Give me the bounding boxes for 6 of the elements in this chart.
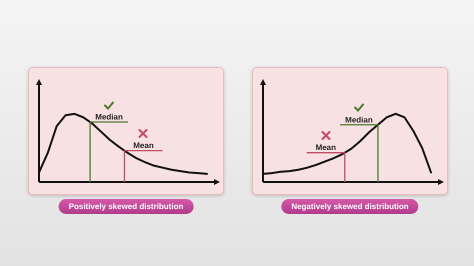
ref-line-label: Mean <box>316 143 336 152</box>
ref-line-label: Median <box>345 115 373 124</box>
text: Negatively skewed distribution <box>281 199 419 214</box>
ref-line-label: Median <box>95 112 123 122</box>
text: Positively skewed distribution <box>58 199 194 214</box>
ref-line-label: Mean <box>133 141 154 150</box>
